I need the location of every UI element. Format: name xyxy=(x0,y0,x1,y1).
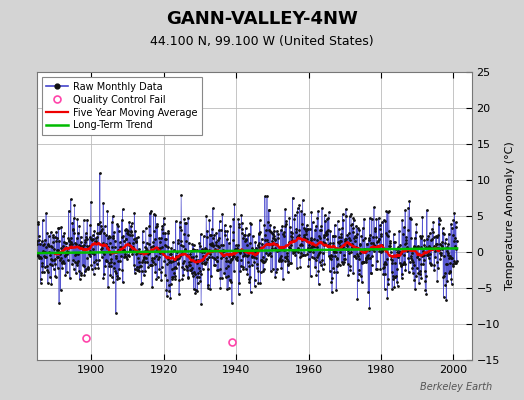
Text: 44.100 N, 99.100 W (United States): 44.100 N, 99.100 W (United States) xyxy=(150,35,374,48)
Legend: Raw Monthly Data, Quality Control Fail, Five Year Moving Average, Long-Term Tren: Raw Monthly Data, Quality Control Fail, … xyxy=(41,77,202,135)
Text: Berkeley Earth: Berkeley Earth xyxy=(420,382,493,392)
Text: GANN-VALLEY-4NW: GANN-VALLEY-4NW xyxy=(166,10,358,28)
Y-axis label: Temperature Anomaly (°C): Temperature Anomaly (°C) xyxy=(505,142,516,290)
